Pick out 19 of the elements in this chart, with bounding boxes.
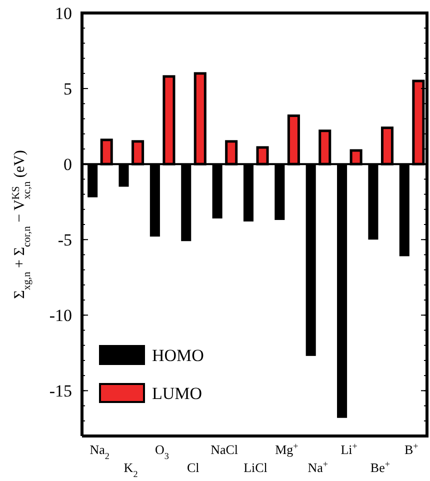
x-tick-label: NaCl	[210, 442, 238, 457]
y-tick-label: -5	[58, 230, 72, 250]
x-tick-label: Mg$^{+}$	[275, 441, 298, 457]
x-tick-label: Li$^{+}$	[340, 441, 358, 457]
x-tick-label: Na$^{+}$	[308, 459, 328, 475]
y-tick-label: 10	[55, 4, 72, 23]
y-tick-label: 0	[64, 155, 72, 174]
y-tick-label: -10	[49, 306, 72, 326]
x-tick-label: Be$^{+}$	[370, 459, 390, 475]
x-tick-label: O$_{3}$	[154, 442, 170, 461]
x-tick-label: LiCl	[244, 460, 268, 475]
x-tick-label: Na$_{2}$	[90, 442, 110, 461]
y-tick-label: 5	[64, 79, 72, 98]
x-tick-label: Cl	[186, 460, 200, 475]
legend-label: LUMO	[152, 384, 202, 403]
legend-label: HOMO	[152, 346, 204, 365]
x-tick-label: K$_{2}$	[124, 460, 138, 479]
y-tick-label: -15	[49, 382, 72, 401]
x-tick-label: B$^{+}$	[404, 441, 418, 457]
